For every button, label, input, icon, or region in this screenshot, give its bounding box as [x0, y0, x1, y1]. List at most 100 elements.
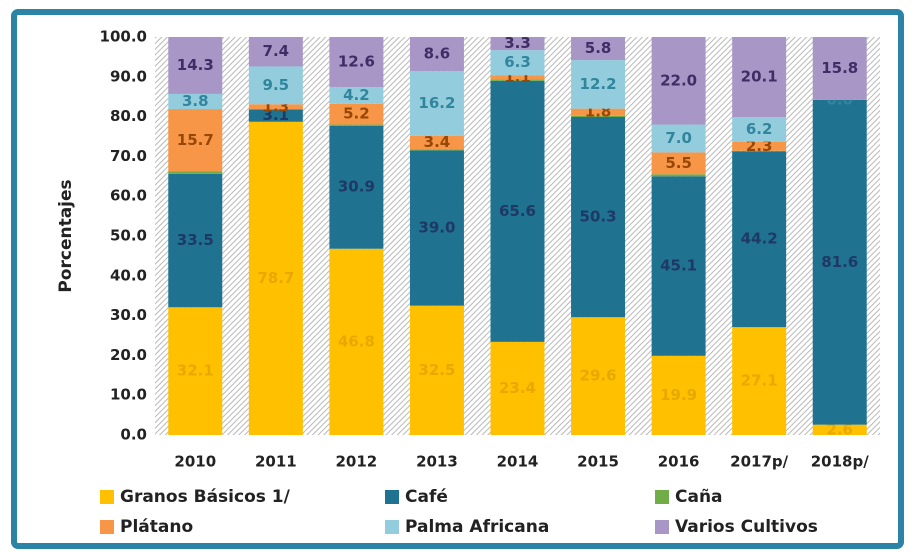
bar-segment [168, 93, 223, 110]
bar-segment [651, 355, 706, 435]
bar-segment [732, 37, 787, 117]
x-tick-label: 2013 [416, 453, 458, 471]
bar-segment [168, 37, 223, 94]
bar-segment [651, 176, 706, 356]
data-label: 19.9 [660, 386, 697, 404]
bar-segment [329, 248, 384, 435]
bar-segment [732, 141, 787, 151]
bar-segment [490, 80, 545, 342]
data-label: 4.2 [343, 86, 370, 104]
bar-segment [168, 173, 223, 308]
y-tick-label: 100.0 [100, 28, 147, 46]
legend-label: Palma Africana [405, 517, 549, 537]
y-tick-label: 30.0 [110, 306, 147, 324]
legend-label: Café [405, 487, 448, 507]
data-label: 12.6 [338, 53, 375, 71]
bar-segment [329, 125, 384, 249]
bar-segment [571, 116, 626, 318]
data-label: 78.7 [257, 269, 294, 287]
data-label: 33.5 [177, 231, 214, 249]
bar-segment [329, 124, 384, 126]
x-tick-label: 2011 [255, 453, 297, 471]
data-label: 2.6 [826, 420, 853, 438]
data-label: 30.9 [338, 178, 375, 196]
bar-segment [571, 60, 626, 109]
x-tick-label: 2015 [577, 453, 619, 471]
data-label: 5.2 [343, 105, 370, 123]
data-label: 44.2 [741, 230, 778, 248]
bar-segment [490, 37, 545, 51]
legend-label: Plátano [120, 517, 193, 537]
data-label: 5.8 [585, 39, 612, 57]
x-tick-label: 2016 [658, 453, 700, 471]
x-tick-label: 2014 [497, 453, 539, 471]
data-label: 29.6 [580, 367, 617, 385]
bar-segment [651, 152, 706, 175]
legend-label: Granos Básicos 1/ [120, 487, 291, 507]
legend-label: Caña [675, 487, 723, 507]
data-label: 81.6 [821, 253, 858, 271]
bar-segment [490, 50, 545, 76]
bar-segment [490, 341, 545, 435]
bar-segment [248, 37, 303, 67]
bar-segment [812, 37, 867, 100]
y-tick-label: 60.0 [110, 187, 147, 205]
data-label: 14.3 [177, 56, 214, 74]
y-tick-label: 50.0 [110, 227, 147, 245]
legend-swatch [100, 490, 114, 504]
data-label: 3.1 [263, 106, 290, 124]
data-label: 3.3 [504, 34, 531, 52]
y-tick-label: 20.0 [110, 346, 147, 364]
bar-segment [732, 151, 787, 328]
data-label: 23.4 [499, 379, 536, 397]
data-label: 15.8 [821, 59, 858, 77]
y-tick-label: 90.0 [110, 67, 147, 85]
x-tick-label: 2010 [174, 453, 216, 471]
y-tick-label: 70.0 [110, 147, 147, 165]
bar-segment [409, 37, 464, 72]
y-tick-label: 40.0 [110, 266, 147, 284]
data-label: 12.2 [580, 75, 617, 93]
data-label: 65.6 [499, 202, 536, 220]
bar-segment [168, 171, 223, 174]
bar-segment [248, 104, 303, 110]
bar-segment [812, 424, 867, 435]
bar-segment [409, 135, 464, 150]
data-label: 8.6 [424, 45, 451, 63]
bar-segment [168, 109, 223, 172]
bar-segment [248, 121, 303, 436]
data-label: 45.1 [660, 257, 697, 275]
legend: Granos Básicos 1/Café Caña Plátano Palma Af… [100, 487, 818, 537]
legend-swatch [385, 520, 399, 534]
x-tick-label: 2012 [336, 453, 378, 471]
data-label: 50.3 [580, 208, 617, 226]
bar-segment [571, 115, 626, 117]
x-tick-label: 2018p/ [811, 453, 869, 471]
bar-segment [651, 37, 706, 125]
data-label: 22.0 [660, 71, 697, 89]
data-label: 20.1 [741, 67, 778, 85]
bar-segment [409, 71, 464, 136]
legend-swatch [655, 520, 669, 534]
bar-segment [651, 124, 706, 153]
data-label: 15.7 [177, 131, 214, 149]
legend-swatch [385, 490, 399, 504]
bar-segment [409, 305, 464, 435]
bar-segment [651, 174, 706, 177]
y-tick-label: 0.0 [120, 426, 147, 444]
data-label: 32.1 [177, 362, 214, 380]
bar-segment [329, 37, 384, 88]
data-label: 16.2 [418, 94, 455, 112]
bar-segment [409, 149, 464, 151]
data-label: 6.3 [504, 53, 531, 71]
y-axis-label: Porcentajes [56, 179, 76, 292]
data-label: 39.0 [418, 219, 455, 237]
data-label: 7.0 [665, 129, 692, 147]
legend-swatch [655, 490, 669, 504]
data-label: 3.4 [424, 133, 451, 151]
bar-segment [571, 317, 626, 435]
bar-segment [329, 103, 384, 125]
legend-label: Varios Cultivos [675, 517, 818, 537]
legend-swatch [100, 520, 114, 534]
data-label: 6.2 [746, 120, 773, 138]
